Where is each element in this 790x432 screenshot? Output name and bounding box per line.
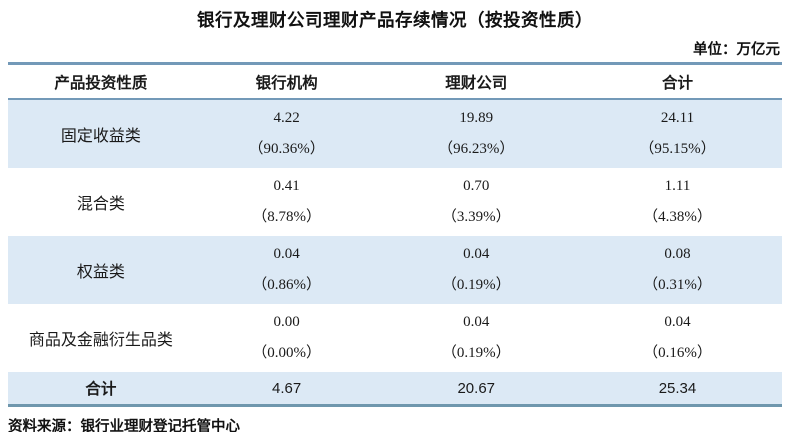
cell-value: 0.04 bbox=[463, 246, 490, 262]
cell-wmc: 19.89 （96.23%） bbox=[380, 100, 574, 168]
cell-total: 0.04 （0.16%） bbox=[573, 304, 782, 372]
column-header-bank: 银行机构 bbox=[255, 74, 318, 92]
cell-bank: 0.00 （0.00%） bbox=[194, 304, 380, 372]
row-label: 固定收益类 bbox=[60, 128, 141, 145]
page-title: 银行及理财公司理财产品存续情况（按投资性质） bbox=[197, 10, 593, 30]
cell-bank: 0.41 （8.78%） bbox=[194, 168, 380, 236]
cell-wmc: 0.70 （3.39%） bbox=[380, 168, 574, 236]
cell-bank: 0.04 （0.86%） bbox=[194, 236, 380, 304]
cell-percent: （0.31%） bbox=[643, 277, 712, 293]
cell-value: 4.22 bbox=[273, 110, 300, 126]
cell-total: 24.11 （95.15%） bbox=[573, 100, 782, 168]
cell-percent: （90.36%） bbox=[248, 141, 325, 157]
cell-percent: （0.19%） bbox=[441, 345, 511, 361]
cell-value: 0.04 bbox=[273, 246, 300, 262]
cell-value: 0.04 bbox=[664, 314, 691, 330]
cell-percent: （8.78%） bbox=[252, 209, 321, 225]
column-header-category: 产品投资性质 bbox=[54, 74, 148, 92]
total-overall: 25.34 bbox=[658, 379, 697, 397]
table-row: 权益类 0.04 （0.86%） 0.04 （0.19%） 0.08 （0.31… bbox=[8, 236, 782, 304]
column-header-total: 合计 bbox=[661, 74, 693, 92]
column-header-wmc: 理财公司 bbox=[445, 74, 508, 92]
cell-percent: （0.86%） bbox=[252, 277, 321, 293]
total-row-label: 合计 bbox=[85, 381, 117, 398]
cell-value: 0.41 bbox=[273, 178, 300, 194]
cell-wmc: 0.04 （0.19%） bbox=[380, 304, 574, 372]
total-bank: 4.67 bbox=[272, 379, 302, 397]
cell-value: 0.00 bbox=[273, 314, 300, 330]
table-row: 混合类 0.41 （8.78%） 0.70 （3.39%） 1.11 （4.38… bbox=[8, 168, 782, 236]
cell-value: 0.08 bbox=[664, 246, 691, 262]
cell-value: 0.04 bbox=[463, 314, 490, 330]
cell-percent: （0.00%） bbox=[252, 345, 321, 361]
cell-percent: （4.38%） bbox=[643, 209, 712, 225]
cell-bank: 4.22 （90.36%） bbox=[194, 100, 380, 168]
row-label: 权益类 bbox=[76, 264, 125, 281]
cell-total: 1.11 （4.38%） bbox=[573, 168, 782, 236]
table-total-row: 合计 4.67 20.67 25.34 bbox=[8, 372, 782, 404]
row-label: 混合类 bbox=[76, 196, 125, 213]
cell-value: 0.70 bbox=[463, 178, 490, 194]
cell-wmc: 0.04 （0.19%） bbox=[380, 236, 574, 304]
cell-percent: （95.15%） bbox=[639, 141, 716, 157]
row-label: 商品及金融衍生品类 bbox=[28, 332, 173, 349]
unit-label: 单位：万亿元 bbox=[693, 42, 780, 58]
cell-total: 0.08 （0.31%） bbox=[573, 236, 782, 304]
cell-percent: （96.23%） bbox=[438, 141, 515, 157]
cell-value: 1.11 bbox=[664, 178, 691, 194]
cell-percent: （3.39%） bbox=[441, 209, 511, 225]
source-note: 资料来源：银行业理财登记托管中心 bbox=[8, 419, 240, 432]
cell-percent: （0.19%） bbox=[441, 277, 511, 293]
data-table: 产品投资性质 银行机构 理财公司 合计 固定收益类 4.22 （90.36%） … bbox=[8, 62, 782, 407]
total-wmc: 20.67 bbox=[457, 379, 496, 397]
table-row: 商品及金融衍生品类 0.00 （0.00%） 0.04 （0.19%） 0.04… bbox=[8, 304, 782, 372]
cell-value: 19.89 bbox=[459, 110, 494, 126]
cell-percent: （0.16%） bbox=[643, 345, 712, 361]
table-row: 固定收益类 4.22 （90.36%） 19.89 （96.23%） 24.11… bbox=[8, 100, 782, 168]
cell-value: 24.11 bbox=[660, 110, 695, 126]
table-header-row: 产品投资性质 银行机构 理财公司 合计 bbox=[8, 65, 782, 100]
